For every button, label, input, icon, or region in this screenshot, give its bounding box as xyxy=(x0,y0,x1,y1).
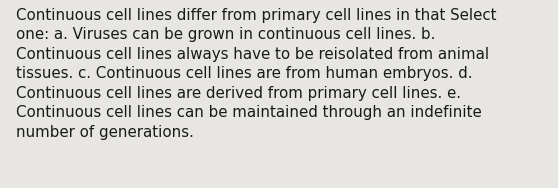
Text: Continuous cell lines differ from primary cell lines in that Select
one: a. Viru: Continuous cell lines differ from primar… xyxy=(16,8,496,140)
